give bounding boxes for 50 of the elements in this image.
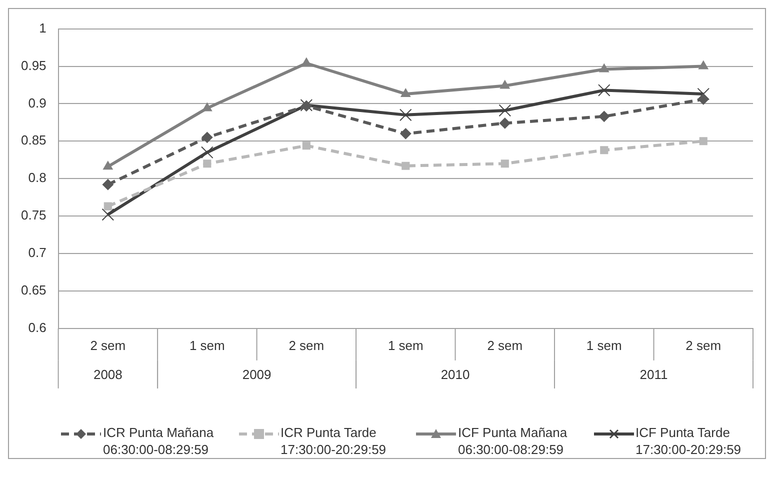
- point: [499, 118, 510, 129]
- y-tick-label: 0.65: [20, 282, 46, 298]
- point: [598, 84, 610, 96]
- point: [102, 179, 114, 190]
- x-tick-label: 1 sem: [388, 338, 424, 353]
- point: [600, 146, 608, 154]
- point: [203, 160, 212, 168]
- point: [104, 202, 112, 210]
- point: [500, 80, 510, 89]
- text: 2009: [242, 366, 272, 382]
- point: [400, 88, 410, 97]
- text: 2011: [640, 366, 668, 382]
- point: [698, 60, 708, 70]
- point: [202, 102, 212, 112]
- y-tick-label: 0.6: [28, 320, 46, 335]
- point: [697, 88, 710, 100]
- x-tick-label: 2 sem: [90, 338, 126, 353]
- y-tick-label: 0.7: [28, 245, 46, 260]
- point: [498, 104, 512, 117]
- point: [698, 94, 709, 105]
- text: 2010: [440, 366, 470, 382]
- y-tick-label: 0.85: [20, 132, 46, 148]
- point: [302, 58, 312, 66]
- x-tick-label: 2 sem: [288, 338, 324, 353]
- y-tick-label: 0.95: [20, 58, 46, 73]
- point: [103, 161, 113, 170]
- x-tick-label: 1 sem: [189, 338, 225, 353]
- text: 2008: [93, 366, 122, 382]
- point: [598, 110, 610, 122]
- x-tick-label: 2 sem: [686, 338, 722, 353]
- legend-label: ICF Punta Mañana 06:30:00-08:29:59: [458, 424, 568, 458]
- point: [102, 208, 114, 221]
- point: [400, 128, 412, 140]
- x-tick-label: 1 sem: [586, 338, 622, 353]
- y-tick-label: 0.8: [28, 170, 46, 186]
- point: [699, 137, 708, 146]
- legend-label: ICR Punta Tarde 17:30:00-20:29:59: [280, 424, 388, 458]
- y-tick-label: 0.9: [28, 95, 46, 110]
- y-tick-label: 0.75: [20, 208, 46, 223]
- point: [399, 108, 412, 122]
- point: [599, 64, 609, 72]
- point: [402, 162, 410, 170]
- legend-label: ICR Punta Mañana 06:30:00-08:29:59: [103, 424, 215, 458]
- point: [201, 146, 214, 159]
- point: [302, 142, 310, 150]
- legend-label: ICF Punta Tarde 17:30:00-20:29:59: [636, 424, 742, 458]
- x-tick-label: 2 sem: [487, 338, 523, 353]
- point: [202, 132, 213, 143]
- y-tick-label: 1: [39, 20, 46, 36]
- point: [500, 160, 509, 168]
